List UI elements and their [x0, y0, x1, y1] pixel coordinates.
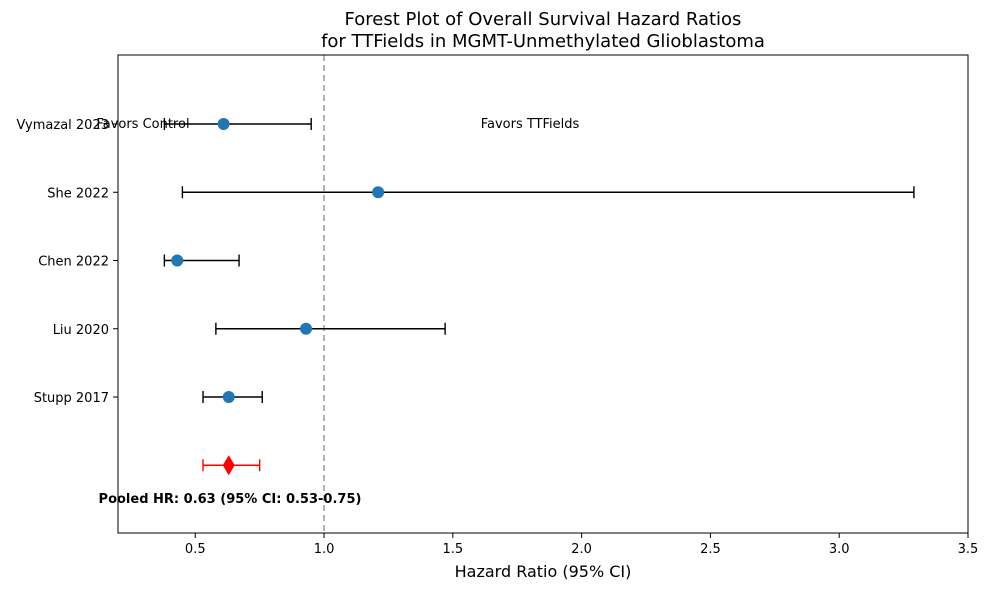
study-point — [171, 254, 184, 267]
x-tick-label: 3.5 — [958, 542, 979, 557]
pooled-hr-label: Pooled HR: 0.63 (95% CI: 0.53-0.75) — [99, 492, 362, 507]
chart-title-line-1: Forest Plot of Overall Survival Hazard R… — [345, 9, 742, 30]
x-tick-label: 0.5 — [185, 542, 206, 557]
plot-area: 0.5 1.0 1.5 2.0 2.5 3.0 3.5 Vymazal 2023 She 202… — [17, 55, 979, 557]
study-point — [217, 118, 230, 130]
x-tick-label: 3.0 — [829, 542, 850, 557]
x-tick-label: 1.5 — [443, 542, 464, 557]
x-axis-label: Hazard Ratio (95% CI) — [455, 562, 632, 581]
study-point — [300, 322, 313, 335]
chart-title-line-2: for TTFields in MGMT-Unmethylated Gliobl… — [321, 31, 765, 52]
x-tick-label: 1.0 — [314, 542, 335, 557]
axes-frame — [117, 54, 969, 534]
x-tick-label: 2.5 — [700, 542, 721, 557]
pooled-diamond — [222, 455, 235, 476]
y-tick-label-study: Chen 2022 — [38, 255, 109, 270]
favors-control-annotation: Favors Control — [96, 117, 189, 132]
study-point — [372, 186, 385, 199]
x-tick-label: 2.0 — [571, 542, 592, 557]
y-tick-label-study: Liu 2020 — [53, 323, 109, 338]
y-tick-label-study: She 2022 — [47, 186, 109, 201]
y-tick-label-study: Vymazal 2023 — [17, 118, 110, 133]
study-point — [222, 391, 235, 403]
y-tick-label-study: Stupp 2017 — [34, 391, 109, 406]
favors-ttfields-annotation: Favors TTFields — [481, 117, 580, 132]
